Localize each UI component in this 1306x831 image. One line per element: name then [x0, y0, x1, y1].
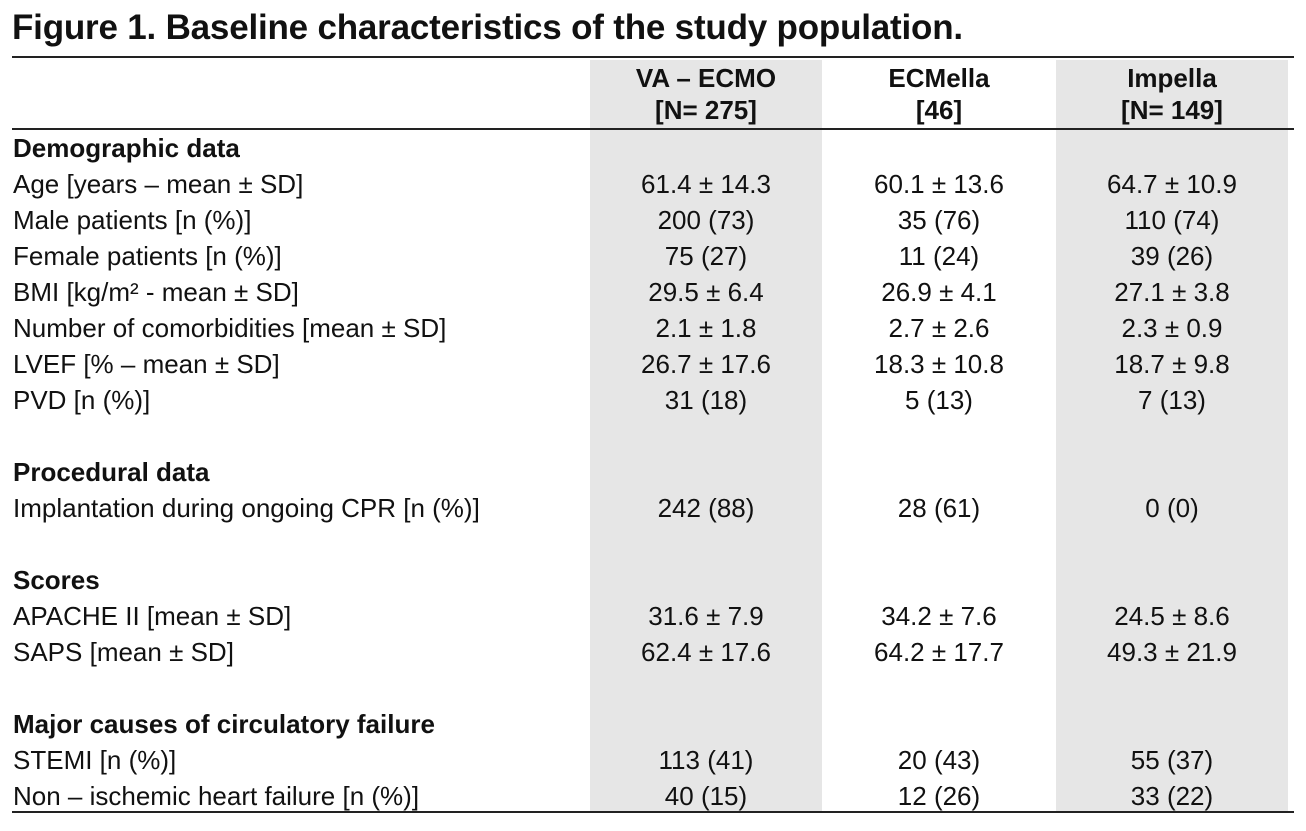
column-header-line2: [N= 275]: [655, 95, 757, 125]
row-label: Number of comorbidities [mean ± SD]: [13, 313, 447, 343]
cell-ecmella: 60.1 ± 13.6: [874, 169, 1004, 199]
table-row: BMI [kg/m² - mean ± SD] 29.5 ± 6.4 26.9 …: [0, 274, 1306, 310]
cell-va-ecmo: 26.7 ± 17.6: [641, 349, 771, 379]
section-heading: Demographic data: [13, 133, 240, 163]
table-row: Male patients [n (%)] 200 (73) 35 (76) 1…: [0, 202, 1306, 238]
cell-ecmella: 5 (13): [905, 385, 973, 415]
row-label: LVEF [% – mean ± SD]: [13, 349, 280, 379]
row-label: Implantation during ongoing CPR [n (%)]: [13, 493, 480, 523]
row-label: Male patients [n (%)]: [13, 205, 252, 235]
cell-impella: 7 (13): [1138, 385, 1206, 415]
cell-impella: 2.3 ± 0.9: [1121, 313, 1223, 343]
cell-impella: 27.1 ± 3.8: [1114, 277, 1230, 307]
table-row: Female patients [n (%)] 75 (27) 11 (24) …: [0, 238, 1306, 274]
row-label: Age [years – mean ± SD]: [13, 169, 304, 199]
table-row: Implantation during ongoing CPR [n (%)] …: [0, 490, 1306, 526]
column-shade-impella: [1056, 60, 1288, 812]
row-label: PVD [n (%)]: [13, 385, 151, 415]
cell-impella: 49.3 ± 21.9: [1107, 637, 1237, 667]
cell-va-ecmo: 2.1 ± 1.8: [655, 313, 757, 343]
column-shade-va-ecmo: [590, 60, 822, 812]
table-row: Demographic data: [0, 130, 1306, 166]
cell-ecmella: 26.9 ± 4.1: [881, 277, 997, 307]
table-row: STEMI [n (%)] 113 (41) 20 (43) 55 (37): [0, 742, 1306, 778]
column-header-line2: [46]: [915, 95, 963, 125]
column-header-line2: [N= 149]: [1121, 95, 1223, 125]
cell-ecmella: 20 (43): [897, 745, 981, 775]
column-header-line1: VA – ECMO: [635, 63, 777, 93]
row-label: Female patients [n (%)]: [13, 241, 282, 271]
cell-va-ecmo: 40 (15): [664, 781, 748, 811]
table-row: Procedural data: [0, 454, 1306, 490]
column-header-line1: ECMella: [888, 63, 990, 93]
row-label: BMI [kg/m² - mean ± SD]: [13, 277, 299, 307]
cell-va-ecmo: 200 (73): [657, 205, 755, 235]
row-label: SAPS [mean ± SD]: [13, 637, 234, 667]
column-header-va-ecmo: VA – ECMO [N= 275]: [590, 62, 822, 126]
cell-impella: 33 (22): [1130, 781, 1214, 811]
table-row: Scores: [0, 562, 1306, 598]
column-header-impella: Impella [N= 149]: [1056, 62, 1288, 126]
column-header-ecmella: ECMella [46]: [822, 62, 1056, 126]
column-header-line1: Impella: [1127, 63, 1217, 93]
header-rule: [12, 128, 1294, 130]
table-row: APACHE II [mean ± SD] 31.6 ± 7.9 34.2 ± …: [0, 598, 1306, 634]
cell-impella: 39 (26): [1130, 241, 1214, 271]
cell-ecmella: 34.2 ± 7.6: [881, 601, 997, 631]
cell-va-ecmo: 242 (88): [657, 493, 755, 523]
section-heading: Scores: [13, 565, 100, 595]
cell-va-ecmo: 113 (41): [658, 745, 754, 775]
cell-ecmella: 35 (76): [897, 205, 981, 235]
cell-ecmella: 12 (26): [897, 781, 981, 811]
cell-va-ecmo: 75 (27): [664, 241, 748, 271]
top-rule: [12, 56, 1294, 58]
cell-ecmella: 64.2 ± 17.7: [874, 637, 1004, 667]
cell-impella: 110 (74): [1124, 205, 1220, 235]
cell-impella: 18.7 ± 9.8: [1114, 349, 1230, 379]
table-row: Number of comorbidities [mean ± SD] 2.1 …: [0, 310, 1306, 346]
table-row: PVD [n (%)] 31 (18) 5 (13) 7 (13): [0, 382, 1306, 418]
cell-va-ecmo: 62.4 ± 17.6: [641, 637, 771, 667]
cell-impella: 64.7 ± 10.9: [1107, 169, 1237, 199]
cell-va-ecmo: 29.5 ± 6.4: [648, 277, 764, 307]
cell-ecmella: 11 (24): [898, 241, 980, 271]
cell-impella: 0 (0): [1145, 493, 1199, 523]
table-row: SAPS [mean ± SD] 62.4 ± 17.6 64.2 ± 17.7…: [0, 634, 1306, 670]
row-label: Non – ischemic heart failure [n (%)]: [13, 781, 420, 811]
cell-ecmella: 28 (61): [897, 493, 981, 523]
figure-title: Figure 1. Baseline characteristics of th…: [12, 8, 963, 47]
cell-impella: 24.5 ± 8.6: [1114, 601, 1230, 631]
table-row: Age [years – mean ± SD] 61.4 ± 14.3 60.1…: [0, 166, 1306, 202]
row-label: APACHE II [mean ± SD]: [13, 601, 292, 631]
cell-ecmella: 2.7 ± 2.6: [888, 313, 990, 343]
row-label: STEMI [n (%)]: [13, 745, 177, 775]
table-row: Major causes of circulatory failure: [0, 706, 1306, 742]
section-heading: Major causes of circulatory failure: [13, 709, 435, 739]
bottom-rule: [12, 811, 1294, 813]
section-heading: Procedural data: [13, 457, 210, 487]
cell-impella: 55 (37): [1130, 745, 1214, 775]
cell-va-ecmo: 31.6 ± 7.9: [648, 601, 764, 631]
cell-va-ecmo: 61.4 ± 14.3: [641, 169, 771, 199]
cell-ecmella: 18.3 ± 10.8: [874, 349, 1004, 379]
table-row: Non – ischemic heart failure [n (%)] 40 …: [0, 778, 1306, 814]
table-row: LVEF [% – mean ± SD] 26.7 ± 17.6 18.3 ± …: [0, 346, 1306, 382]
cell-va-ecmo: 31 (18): [664, 385, 748, 415]
